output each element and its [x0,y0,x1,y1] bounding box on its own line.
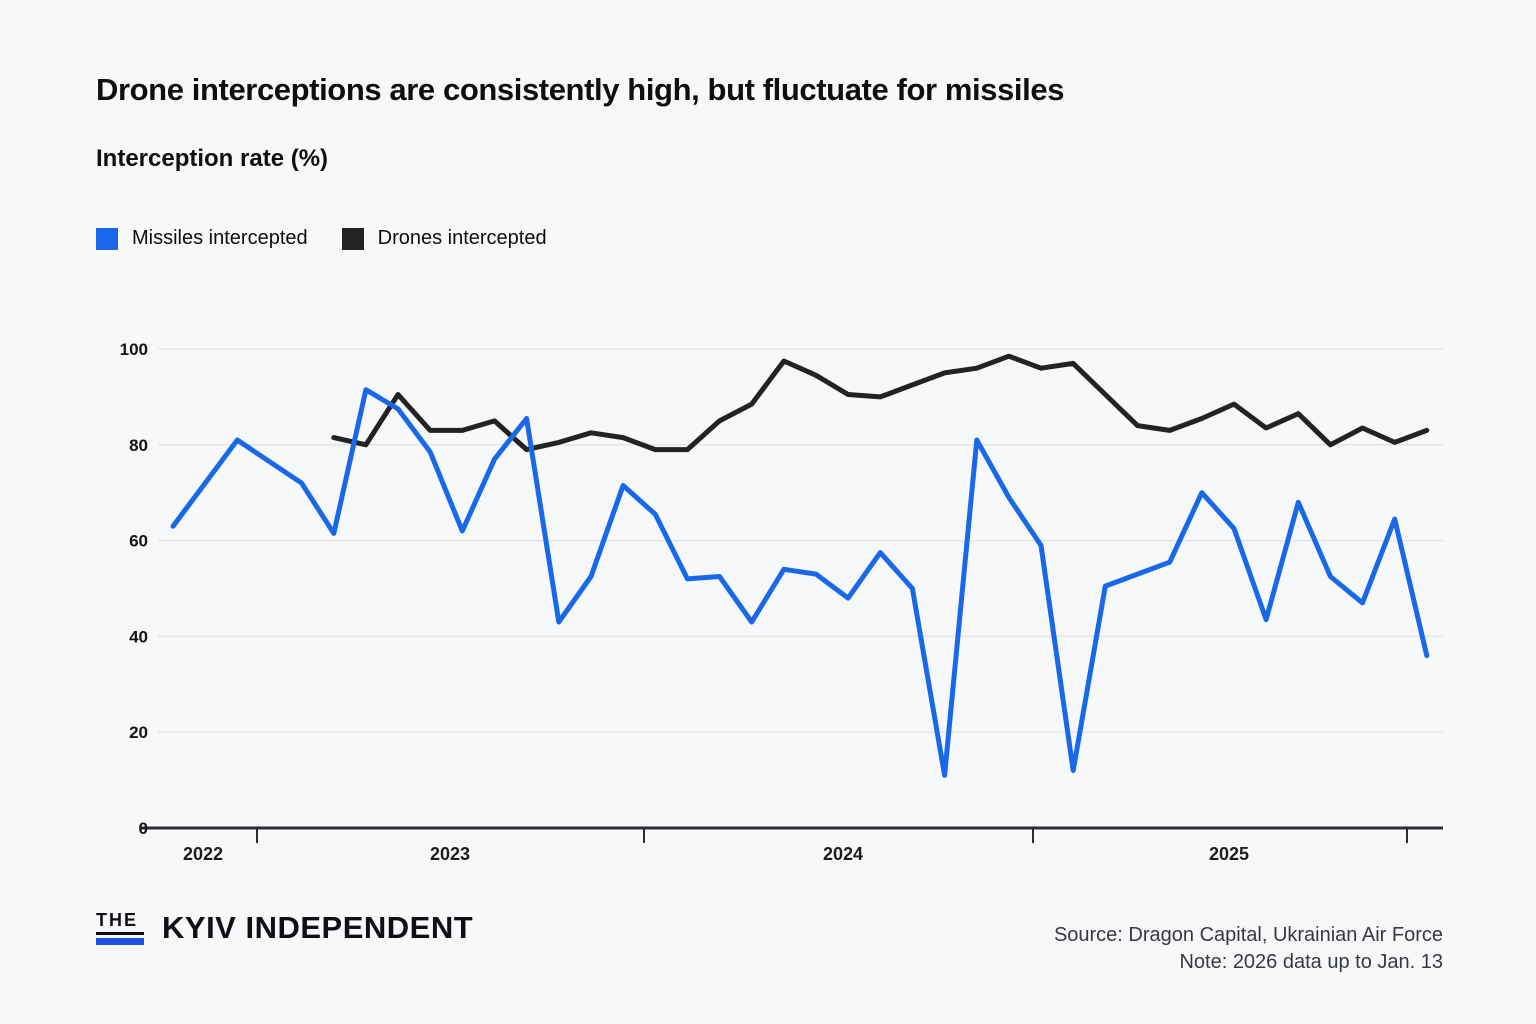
x-axis-year-label: 2025 [1209,844,1249,864]
note-line: Note: 2026 data up to Jan. 13 [1179,951,1443,973]
legend-item-missiles: Missiles intercepted [96,227,308,250]
legend-label-missiles: Missiles intercepted [132,227,308,249]
logo-rule [96,932,144,935]
legend-label-drones: Drones intercepted [377,227,547,249]
y-axis-label: 80 [129,436,148,455]
drones-line [331,353,1430,453]
kyiv-independent-logo: THE KYIV INDEPENDENT [96,910,473,946]
logo-blue-bar [96,938,144,945]
source-note: Source: Dragon Capital, Ukrainian Air Fo… [1054,922,1443,976]
legend-item-drones: Drones intercepted [341,227,547,250]
legend: Missiles intercepted Drones intercepted [96,227,547,250]
drones-swatch-icon [341,227,364,250]
y-axis-label: 40 [129,627,148,646]
missiles-line [170,387,1430,778]
logo-name-text: KYIV INDEPENDENT [162,910,474,945]
chart-subtitle: Interception rate (%) [96,145,329,172]
logo-the-text: THE [96,910,138,930]
logo-the-block: THE [96,911,146,945]
missiles-swatch-icon [96,227,118,250]
source-line: Source: Dragon Capital, Ukrainian Air Fo… [1053,924,1443,946]
y-axis-label: 100 [120,340,148,359]
x-axis-year-label: 2024 [823,844,863,864]
y-axis-label: 0 [139,819,148,838]
x-axis-year-label: 2022 [183,844,223,864]
y-axis-label: 60 [129,532,148,551]
y-axis-label: 20 [129,723,148,742]
page-title: Drone interceptions are consistently hig… [96,72,1065,107]
x-axis-year-label: 2023 [430,844,470,864]
